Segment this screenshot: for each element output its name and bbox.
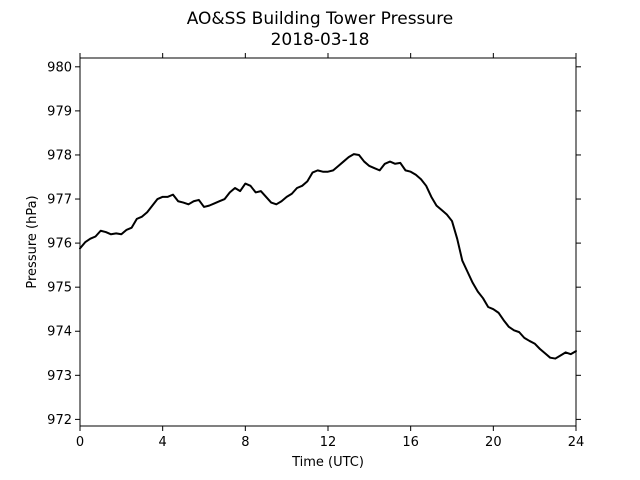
- x-tick-label: 20: [485, 435, 502, 450]
- y-tick-label: 974: [47, 325, 72, 340]
- y-axis-label: Pressure (hPa): [25, 195, 40, 288]
- chart-subtitle: 2018-03-18: [271, 30, 370, 50]
- chart-title: AO&SS Building Tower Pressure: [187, 9, 454, 29]
- y-tick-label: 975: [47, 281, 72, 296]
- pressure-series-line: [79, 153, 577, 360]
- y-tick-label: 976: [47, 237, 72, 252]
- x-tick-label: 16: [402, 435, 419, 450]
- y-tick-label: 980: [47, 60, 72, 75]
- x-tick-label: 8: [241, 435, 249, 450]
- x-tick-label: 0: [76, 435, 84, 450]
- x-tick-label: 12: [320, 435, 337, 450]
- y-tick-label: 972: [47, 413, 72, 428]
- x-axis-label: Time (UTC): [291, 455, 364, 470]
- y-tick-label: 973: [47, 369, 72, 384]
- y-tick-label: 979: [47, 104, 72, 119]
- x-tick-label: 24: [568, 435, 585, 450]
- y-tick-label: 977: [47, 193, 72, 208]
- y-tick-label: 978: [47, 148, 72, 163]
- x-tick-label: 4: [159, 435, 167, 450]
- axis-ticks: 0 4 8 12 16 20 24 972 973 974 975 976 977 978 979 980: [47, 53, 584, 450]
- plot-area-frame: [79, 57, 577, 427]
